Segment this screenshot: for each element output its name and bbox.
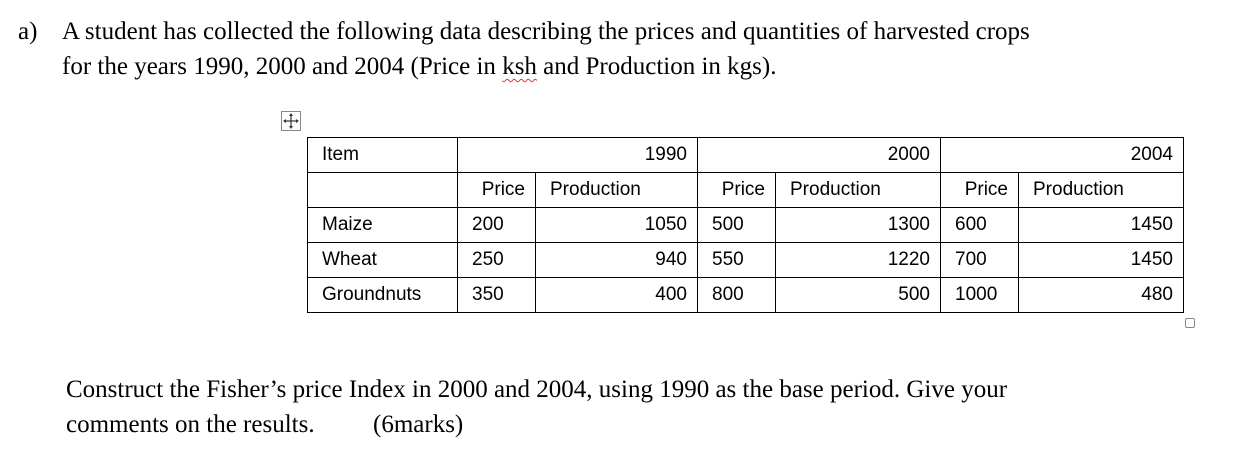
table-cell: 1450 [1018,242,1184,278]
text: for the years 1990, 2000 and 2004 (Price… [62,53,503,80]
table-cell: 700 [940,242,1019,278]
table-cell: 500 [775,277,941,313]
table-cell: 500 [697,207,776,243]
table-resize-handle[interactable] [1185,318,1195,328]
table-cell [307,172,458,208]
table-cell: 400 [535,277,698,313]
table-cell: 250 [457,242,536,278]
question-line: for the years 1990, 2000 and 2004 (Price… [62,53,777,81]
table-row: Wheat 250 940 550 1220 700 1450 [307,242,1184,278]
table-cell: 800 [697,277,776,313]
table-cell: Production [1018,172,1184,208]
table-cell: 1300 [775,207,941,243]
table-cell: 1450 [1018,207,1184,243]
table-cell: 2004 [940,137,1184,173]
table-cell: 600 [940,207,1019,243]
marks: (6marks) [373,411,464,438]
table-cell: Production [775,172,941,208]
table-cell: Groundnuts [307,277,458,313]
table-cell: 2000 [697,137,941,173]
table-cell: Price [697,172,776,208]
table-row: Groundnuts 350 400 800 500 1000 480 [307,277,1184,313]
move-icon [283,113,299,129]
table-body: Item 1990 2000 2004 Price Production Price Prod… [307,137,1184,313]
table-cell: 940 [535,242,698,278]
data-table: Item 1990 2000 2004 Price Production Price Prod… [307,137,1184,313]
table-cell: Production [535,172,698,208]
table-cell: 1000 [940,277,1019,313]
question-label: a) [18,18,38,45]
misspelled-word: ksh [502,53,537,80]
table-row: Item 1990 2000 2004 [307,137,1184,173]
table-row: Price Production Price Production Price Produ… [307,172,1184,208]
table-cell: Wheat [307,242,458,278]
table-cell: 200 [457,207,536,243]
table-cell: 480 [1018,277,1184,313]
table-cell: Maize [307,207,458,243]
instruction-line: comments on the results. [66,411,315,438]
table-cell: 1220 [775,242,941,278]
question-line: A student has collected the following da… [62,18,1030,45]
table-cell: 550 [697,242,776,278]
table-cell: 350 [457,277,536,313]
instruction-line: Construct the Fisher’s price Index in 20… [66,376,1008,403]
table-row: Maize 200 1050 500 1300 600 1450 [307,207,1184,243]
table-cell: 1050 [535,207,698,243]
table-cell: 1990 [457,137,698,173]
table-cell: Price [940,172,1019,208]
table-cell: Price [457,172,536,208]
text: and Production in kgs). [536,53,777,80]
table-cell: Item [307,137,458,173]
table-move-handle[interactable] [281,111,301,131]
